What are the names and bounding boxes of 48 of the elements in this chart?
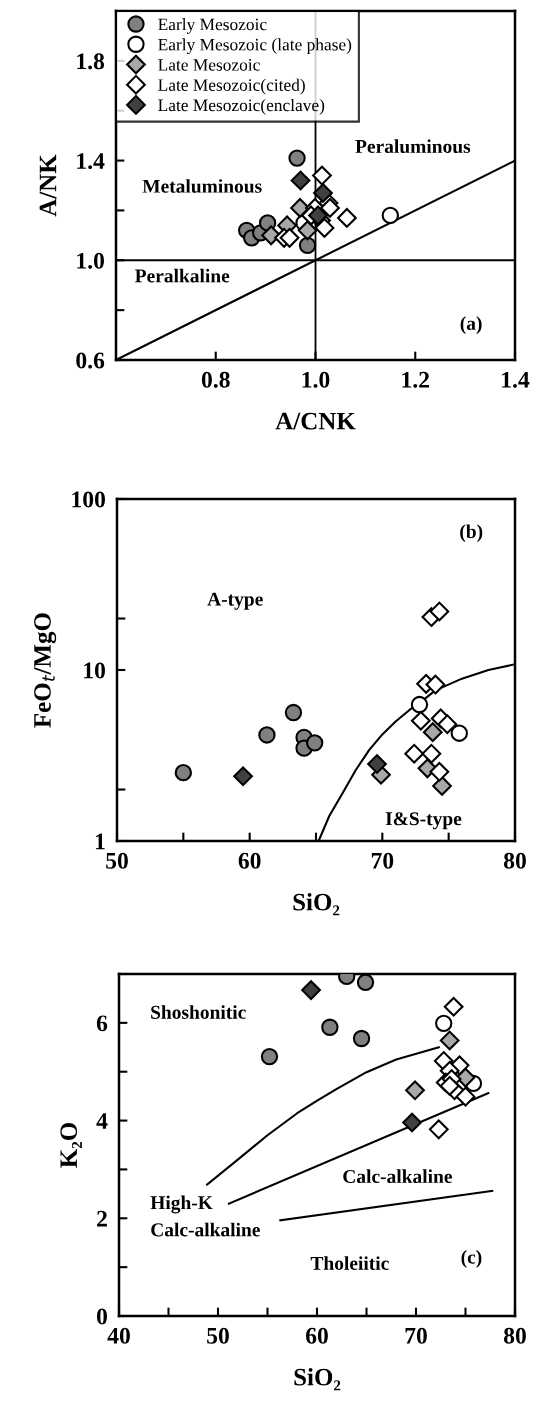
y-tick-label: 10 [84, 662, 105, 679]
x-axis-title: A/CNK [275, 412, 356, 430]
annotation: Calc-alkaline [343, 1169, 452, 1184]
y-tick-label: 0 [96, 1308, 107, 1325]
x-tick-label: 1.2 [402, 371, 429, 388]
annotation: Shoshonitic [151, 1005, 246, 1019]
x-tick-label: 1.4 [502, 371, 530, 388]
x-tick-label: 70 [405, 1327, 427, 1344]
y-axis-title: K₂O [60, 1123, 82, 1168]
annotation: A-type [207, 592, 263, 610]
y-tick-label: 1.8 [77, 53, 105, 70]
legend-label: Early Mesozoic (late phase) [158, 38, 352, 55]
legend-label: Early Mesozoic [158, 18, 267, 34]
y-tick-label: 6 [96, 1015, 108, 1032]
y-tick-label: 2 [97, 1210, 107, 1227]
annotation: Metaluminous [142, 179, 262, 193]
x-tick-label: 40 [107, 1327, 130, 1344]
x-tick-label: 60 [238, 852, 261, 869]
annotation: I&S-type [385, 812, 462, 830]
annotation: (c) [461, 1250, 482, 1268]
x-tick-label: 60 [306, 1327, 328, 1344]
x-tick-label: 0.8 [201, 371, 230, 388]
y-tick-label: 1 [95, 833, 105, 850]
annotation: (b) [460, 524, 483, 543]
y-axis-title: A/NK [39, 154, 57, 217]
x-tick-label: 80 [503, 852, 526, 869]
x-tick-label: 1.0 [302, 371, 330, 388]
annotation: Peraluminous [355, 139, 471, 154]
y-tick-label: 1.4 [77, 153, 105, 170]
legend-label: Late Mesozoic [158, 59, 260, 71]
annotation: High-K [150, 1195, 213, 1214]
y-tick-label: 1.0 [77, 252, 104, 269]
legend-label: Late Mesozoic(cited) [158, 78, 305, 95]
annotation: Calc-alkaline [151, 1222, 260, 1237]
y-tick-label: 4 [96, 1113, 108, 1129]
x-tick-label: 50 [106, 852, 128, 869]
annotation: Peralkaline [135, 268, 230, 283]
y-axis-title: FeO$_{t}$/MgO [34, 613, 57, 728]
legend-label: Late Mesozoic(enclave) [158, 98, 325, 115]
x-tick-label: 80 [503, 1327, 526, 1344]
x-tick-label: 70 [371, 852, 394, 869]
annotation: (a) [460, 316, 482, 334]
x-axis-title: SiO₂ [293, 892, 340, 916]
y-tick-label: 100 [72, 491, 105, 508]
annotation: Tholeiitic [310, 1256, 389, 1270]
x-axis-title: SiO₂ [294, 1367, 341, 1391]
y-tick-label: 0.6 [76, 352, 105, 369]
x-tick-label: 50 [207, 1327, 229, 1344]
